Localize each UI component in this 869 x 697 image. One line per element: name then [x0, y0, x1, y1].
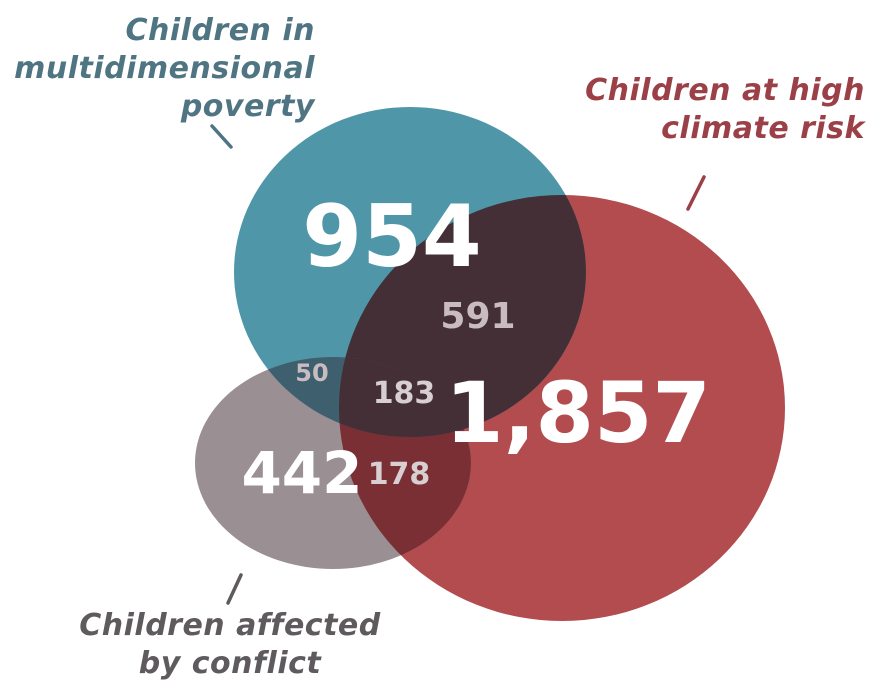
poverty-climate-value: 591: [440, 296, 515, 337]
conflict-only-value: 442: [241, 439, 362, 507]
all-three-value: 183: [373, 376, 436, 411]
climate-conflict-value: 178: [368, 457, 431, 492]
climate-pointer: [686, 175, 706, 211]
climate-set-label: Children at high climate risk: [585, 73, 865, 146]
all-three-overlap: [339, 357, 471, 437]
poverty-pointer: [210, 124, 233, 149]
conflict-set-label: Children affected by conflict: [79, 608, 381, 681]
poverty-set-label: Children in multidimensional poverty: [14, 13, 315, 124]
conflict-pointer: [226, 573, 243, 605]
climate-only-value: 1,857: [445, 364, 711, 462]
poverty-conflict-value: 50: [295, 359, 328, 387]
poverty-only-value: 954: [302, 187, 482, 287]
